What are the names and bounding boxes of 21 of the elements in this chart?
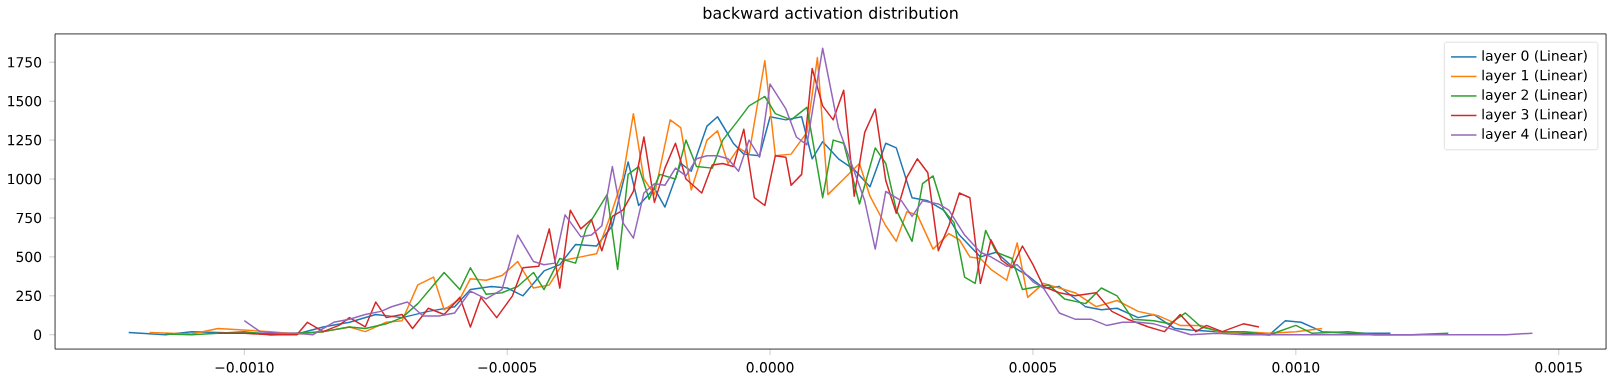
legend-label: layer 0 (Linear) (1482, 50, 1587, 64)
legend-label: layer 3 (Linear) (1482, 108, 1587, 123)
y-tick-label: 1500 (8, 95, 42, 107)
x-tick-label: 0.0000 (746, 361, 794, 373)
y-tick-label: 1750 (8, 56, 42, 68)
x-tick-label: −0.0010 (215, 361, 274, 373)
y-tick-label: 1250 (8, 134, 42, 146)
chart-title: backward activation distribution (703, 6, 958, 19)
line-series (217, 67, 1260, 336)
legend-label: layer 1 (Linear) (1482, 69, 1587, 84)
legend-label: layer 2 (Linear) (1482, 89, 1587, 103)
y-tick-label: 500 (16, 251, 42, 263)
y-tick-label: 1000 (8, 173, 42, 185)
legend-label: layer 4 (Linear) (1482, 128, 1587, 142)
x-tick-label: −0.0005 (478, 361, 537, 373)
x-tick-label: 0.0010 (1272, 361, 1320, 373)
x-tick-label: 0.0015 (1535, 361, 1582, 373)
y-tick-label: 750 (16, 212, 42, 224)
y-tick-label: 0 (34, 329, 42, 340)
x-tick-label: 0.0005 (1009, 361, 1057, 373)
y-tick-label: 250 (16, 290, 42, 301)
